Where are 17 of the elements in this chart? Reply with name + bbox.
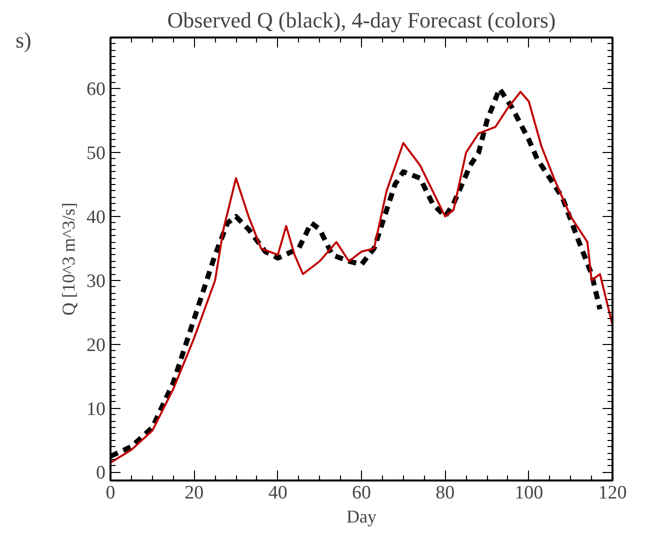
y-axis-title: Q [10^3 m^3/s] (58, 202, 78, 316)
chart-title: Observed Q (black), 4-day Forecast (colors) (167, 8, 556, 32)
y-tick-label: 0 (96, 462, 106, 484)
x-tick-label: 100 (514, 482, 544, 504)
text: s) (16, 28, 32, 52)
x-tick-label: 80 (436, 482, 455, 504)
x-axis-title: Day (346, 506, 377, 526)
y-tick-label: 20 (86, 334, 106, 356)
y-tick-label: 10 (86, 398, 106, 420)
y-tick-label: 30 (86, 270, 106, 292)
y-tick-label: 40 (86, 206, 106, 228)
x-tick-label: 60 (352, 482, 371, 504)
x-tick-label: 20 (184, 482, 204, 504)
x-tick-label: 40 (268, 482, 288, 504)
x-tick-label: 120 (598, 482, 627, 504)
y-tick-label: 50 (86, 143, 106, 164)
y-tick-label: 60 (86, 79, 106, 100)
